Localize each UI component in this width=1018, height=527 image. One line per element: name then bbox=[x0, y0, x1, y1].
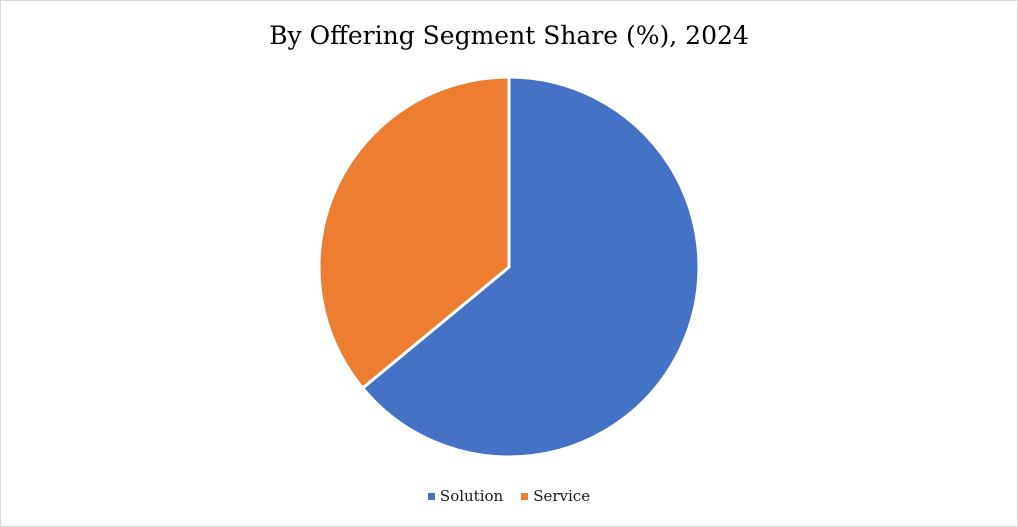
legend-swatch-solution bbox=[427, 492, 435, 500]
pie-slice-service bbox=[317, 75, 511, 390]
pie-slices bbox=[317, 75, 701, 459]
legend-label-service: Service bbox=[533, 487, 591, 505]
pie-slice-solution bbox=[361, 75, 701, 459]
legend-label-solution: Solution bbox=[439, 487, 504, 505]
legend-item-solution: Solution bbox=[427, 485, 504, 507]
legend-item-service: Service bbox=[521, 485, 590, 507]
chart-title: By Offering Segment Share (%), 2024 bbox=[269, 21, 749, 50]
legend: Solution Service bbox=[1, 485, 1017, 507]
legend-swatch-service bbox=[521, 492, 529, 500]
